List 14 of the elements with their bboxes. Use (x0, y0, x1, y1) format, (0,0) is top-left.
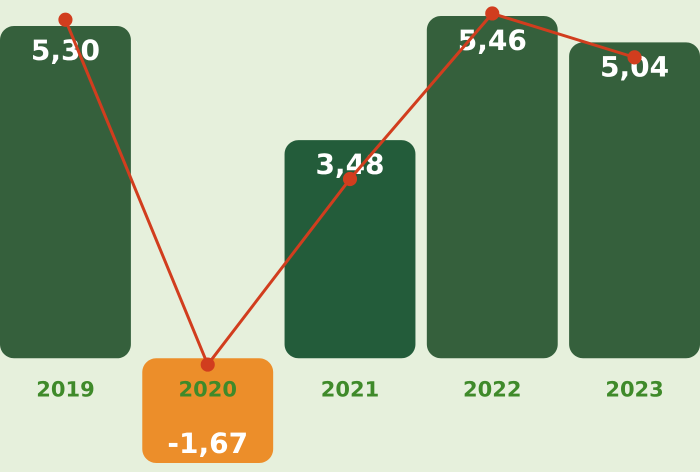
point (485, 6, 500, 21)
bar (569, 42, 700, 358)
x-tick-label: 2021 (320, 377, 380, 402)
x-tick-label: 2020 (178, 377, 237, 402)
data-label: -1,67 (167, 427, 248, 460)
bar (142, 358, 274, 464)
x-tick-label: 2022 (463, 377, 522, 402)
bar (426, 16, 558, 358)
point (58, 12, 73, 27)
point (200, 358, 215, 372)
x-tick-label: 2023 (605, 377, 664, 402)
bar (0, 26, 131, 358)
bar (284, 140, 416, 358)
x-tick-label: 2019 (36, 377, 95, 402)
